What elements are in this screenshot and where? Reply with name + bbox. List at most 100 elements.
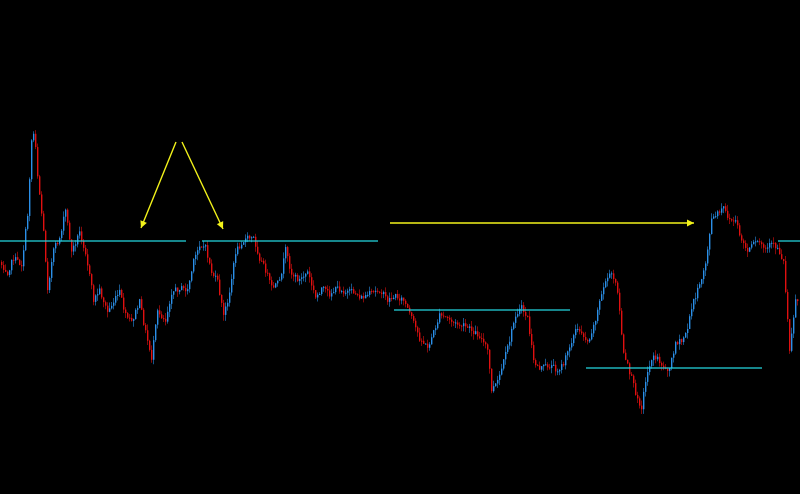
candle-body — [759, 241, 761, 243]
candle-body — [117, 294, 119, 296]
candle-body — [691, 309, 693, 317]
candle-body — [175, 287, 177, 292]
candle-body — [171, 294, 173, 304]
candle-body — [249, 235, 251, 239]
candle-body — [461, 325, 463, 327]
candle-body — [765, 247, 767, 249]
candle-body — [599, 300, 601, 310]
candle-body — [185, 288, 187, 292]
candle-body — [291, 268, 293, 275]
candle-body — [187, 289, 189, 292]
candle-body — [107, 305, 109, 312]
candle-body — [587, 339, 589, 342]
candle-body — [401, 297, 403, 301]
candle-body — [705, 263, 707, 271]
candle-body — [519, 308, 521, 315]
candle-body — [763, 244, 765, 248]
candle-body — [345, 292, 347, 294]
candle-body — [417, 327, 419, 333]
candle-body — [253, 236, 255, 238]
candle-body — [523, 305, 525, 312]
candle-body — [363, 295, 365, 299]
candle-body — [317, 294, 319, 298]
candle-body — [381, 292, 383, 295]
candle-body — [501, 368, 503, 375]
candle-body — [145, 324, 147, 331]
candle-body — [119, 289, 121, 295]
candle-body — [301, 277, 303, 279]
candle-body — [179, 290, 181, 292]
candle-body — [205, 245, 207, 247]
candle-body — [9, 270, 11, 275]
candle-body — [103, 297, 105, 303]
candle-body — [243, 242, 245, 245]
candle-body — [413, 316, 415, 321]
candle-body — [73, 245, 75, 252]
candle-body — [353, 289, 355, 294]
candle-body — [425, 343, 427, 345]
level-lines-layer — [0, 240, 800, 369]
candle-body — [111, 305, 113, 309]
candle-body — [341, 290, 343, 292]
candle-body — [209, 257, 211, 264]
candle-body — [141, 299, 143, 310]
candle-body — [437, 322, 439, 329]
candle-body — [159, 310, 161, 315]
candle-body — [633, 375, 635, 384]
candle-body — [555, 364, 557, 372]
candle-body — [327, 288, 329, 291]
candle-body — [147, 330, 149, 341]
candle-body — [219, 279, 221, 295]
candle-body — [667, 368, 669, 371]
candle-body — [313, 285, 315, 291]
candle-body — [475, 331, 477, 335]
candle-body — [509, 341, 511, 346]
candle-body — [707, 249, 709, 264]
candle-body — [379, 291, 381, 293]
candle-body — [215, 275, 217, 277]
candle-body — [795, 299, 797, 318]
candle-body — [283, 258, 285, 274]
candle-body — [139, 299, 141, 309]
candle-body — [699, 284, 701, 288]
candle-body — [399, 298, 401, 301]
candle-body — [11, 259, 13, 271]
candle-body — [487, 344, 489, 350]
candle-body — [479, 336, 481, 339]
candle-body — [513, 322, 515, 329]
candle-body — [635, 383, 637, 395]
candle-body — [545, 364, 547, 366]
candle-body — [525, 311, 527, 316]
candle-body — [453, 321, 455, 323]
candle-body — [693, 298, 695, 310]
candle-body — [789, 319, 791, 351]
candle-body — [151, 349, 153, 360]
candle-body — [21, 265, 23, 267]
candle-body — [165, 318, 167, 322]
candle-body — [791, 333, 793, 351]
candle-body — [771, 242, 773, 244]
candle-body — [277, 280, 279, 284]
candle-body — [299, 278, 301, 282]
candle-body — [251, 237, 253, 239]
candle-body — [371, 291, 373, 293]
candle-body — [115, 295, 117, 303]
candle-body — [109, 308, 111, 312]
candle-body — [647, 372, 649, 382]
candle-body — [781, 254, 783, 260]
candle-body — [365, 295, 367, 299]
candle-body — [225, 306, 227, 315]
candle-body — [631, 374, 633, 376]
candle-body — [447, 316, 449, 318]
candle-body — [715, 216, 717, 218]
candles-layer — [1, 130, 799, 415]
candle-body — [643, 391, 645, 410]
candle-body — [27, 215, 29, 229]
arrow-head-icon — [216, 221, 224, 229]
candle-body — [235, 254, 237, 263]
candle-body — [271, 280, 273, 286]
candle-body — [213, 273, 215, 277]
candle-body — [261, 260, 263, 262]
candle-body — [155, 324, 157, 341]
